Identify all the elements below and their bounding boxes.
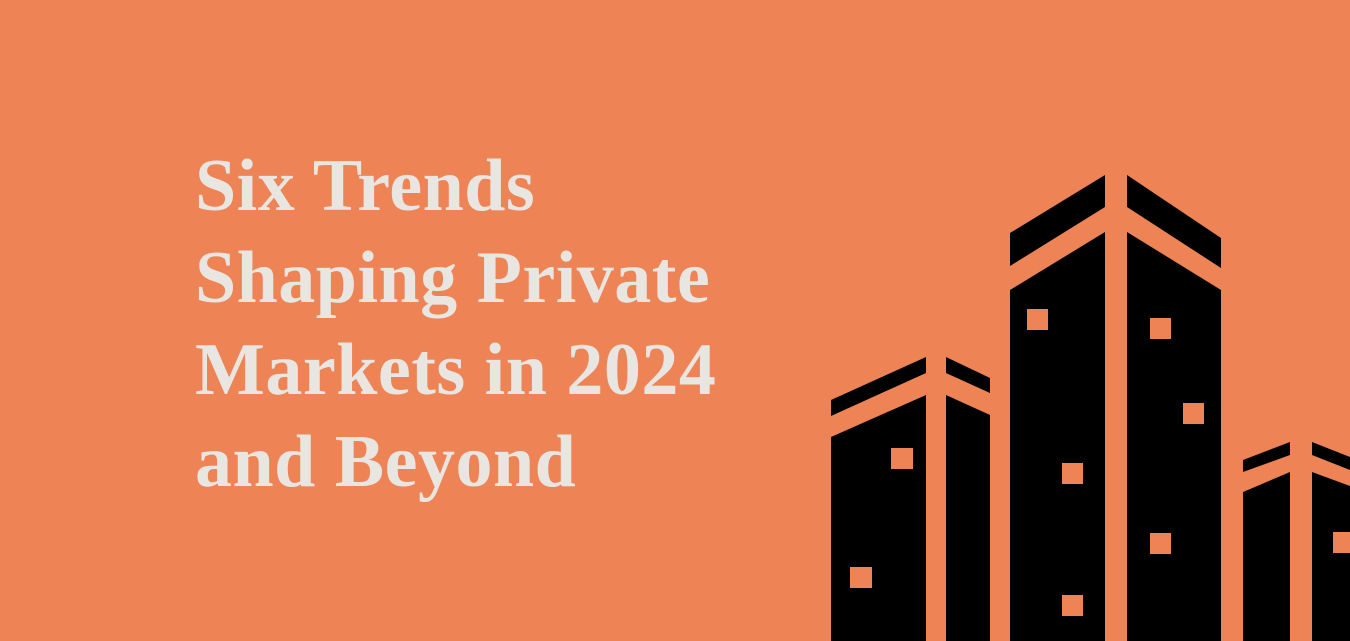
roof (1127, 175, 1221, 268)
roof (1312, 442, 1350, 470)
tower-face (1127, 232, 1221, 641)
tower-face (1243, 472, 1290, 641)
window (1062, 595, 1083, 616)
window (1150, 318, 1171, 339)
window (850, 567, 872, 588)
window (1183, 403, 1204, 424)
tower-face (831, 395, 926, 641)
window (1150, 533, 1171, 554)
windows (850, 309, 1350, 616)
headline-line: Markets in 2024 (195, 329, 717, 411)
building-right (1243, 442, 1350, 641)
tower-face (946, 395, 990, 641)
roof (946, 357, 990, 393)
window (1333, 532, 1350, 553)
headline: Six Trends Shaping Private Markets in 20… (195, 140, 716, 508)
window (891, 448, 913, 469)
headline-line: Six Trends (195, 145, 536, 227)
window (1027, 309, 1048, 330)
roof (1243, 442, 1290, 472)
tower-face (1312, 472, 1350, 641)
tower-face (1010, 232, 1105, 641)
building-left (831, 357, 990, 641)
window (1062, 463, 1083, 484)
headline-line: and Beyond (195, 421, 577, 503)
headline-line: Shaping Private (195, 237, 711, 319)
roof (831, 357, 926, 416)
roof (1010, 175, 1105, 266)
